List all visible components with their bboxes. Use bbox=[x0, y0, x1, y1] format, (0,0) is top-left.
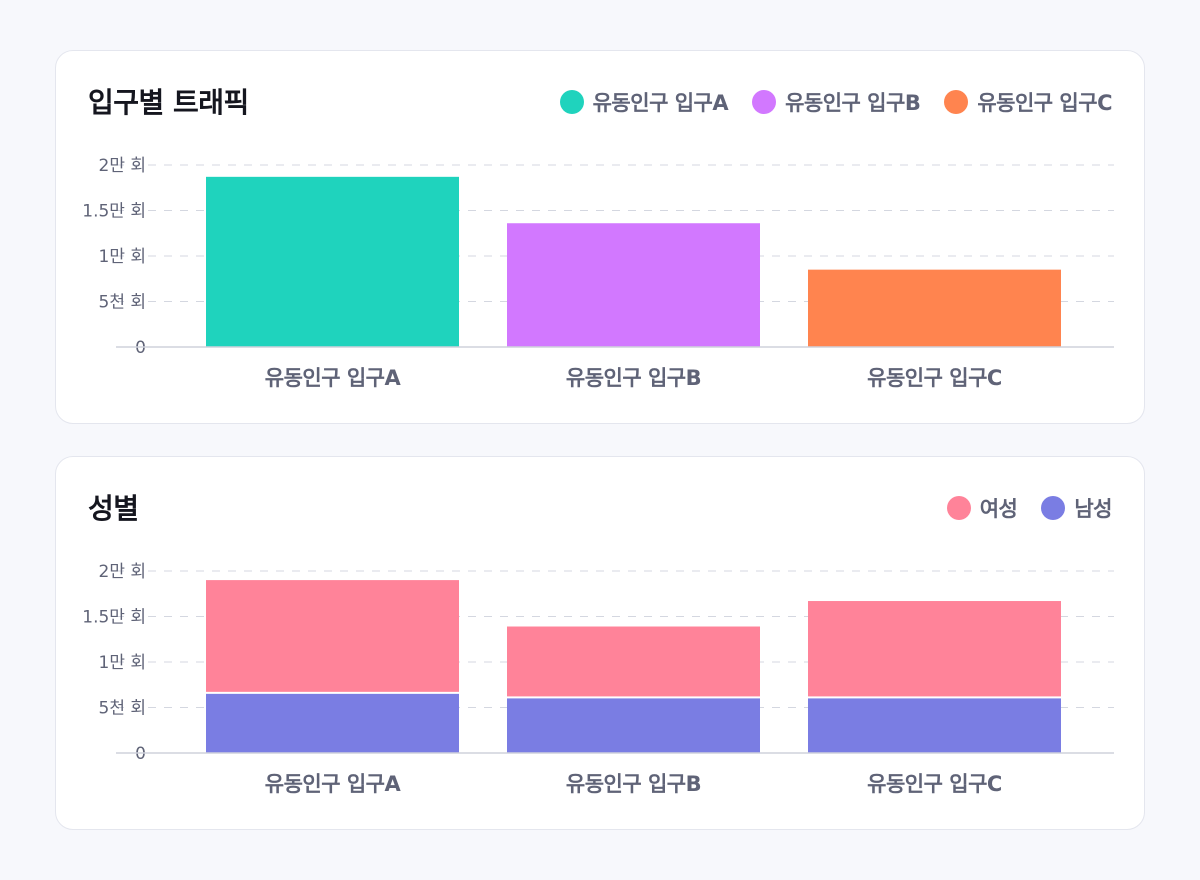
gender-x-category-label: 유동인구 입구C bbox=[867, 772, 1002, 796]
traffic-y-tick-label: 0 bbox=[135, 338, 146, 358]
legend-label-male: 남성 bbox=[1074, 497, 1112, 521]
gender-bar-1-2 bbox=[206, 580, 459, 692]
legend-label-entrance-c: 유동인구 입구C bbox=[977, 91, 1112, 115]
legend-label-female: 여성 bbox=[979, 497, 1018, 521]
legend-item-entrance-c[interactable]: 유동인구 입구C bbox=[944, 87, 1112, 117]
legend-label-entrance-a: 유동인구 입구A bbox=[592, 91, 729, 115]
gender-y-tick-label: 0 bbox=[135, 744, 146, 764]
legend-dot-entrance-b bbox=[752, 90, 777, 114]
traffic-y-tick-label: 1.5만 회 bbox=[82, 202, 146, 222]
legend-item-female[interactable]: 여성 bbox=[946, 493, 1018, 523]
gender-bar-3-1 bbox=[808, 698, 1061, 753]
traffic-y-tick-label: 1만 회 bbox=[99, 247, 147, 267]
legend-dot-male bbox=[1041, 496, 1066, 520]
traffic-bar-1-1 bbox=[206, 176, 459, 347]
gender-y-tick-label: 1.5만 회 bbox=[82, 608, 146, 628]
gender-bar-2-1 bbox=[507, 698, 760, 753]
gender-x-category-label: 유동인구 입구B bbox=[566, 772, 701, 796]
gender-legend: 여성 남성 bbox=[946, 493, 1112, 523]
traffic-x-category-label: 유동인구 입구A bbox=[265, 366, 402, 390]
legend-dot-entrance-c bbox=[944, 90, 969, 114]
gender-y-tick-label: 2만 회 bbox=[99, 562, 147, 582]
gender-chart-title: 성별 bbox=[88, 492, 139, 525]
traffic-y-tick-label: 2만 회 bbox=[99, 156, 147, 176]
traffic-legend: 유동인구 입구A 유동인구 입구B 유동인구 입구C bbox=[559, 87, 1112, 117]
traffic-x-category-label: 유동인구 입구C bbox=[867, 366, 1002, 390]
gender-bar-1-1 bbox=[206, 693, 459, 753]
gender-x-category-label: 유동인구 입구A bbox=[265, 772, 402, 796]
traffic-by-entrance-card: 입구별 트래픽 유동인구 입구A 유동인구 입구B 유동인구 입구C 0 5천 회… bbox=[55, 50, 1145, 424]
traffic-chart-title: 입구별 트래픽 bbox=[88, 86, 249, 119]
legend-item-entrance-a[interactable]: 유동인구 입구A bbox=[559, 87, 729, 117]
legend-item-entrance-b[interactable]: 유동인구 입구B bbox=[752, 87, 921, 117]
traffic-x-category-label: 유동인구 입구B bbox=[566, 366, 701, 390]
traffic-bar-2-2 bbox=[507, 223, 760, 347]
legend-label-entrance-b: 유동인구 입구B bbox=[785, 91, 921, 115]
gender-y-tick-label: 5천 회 bbox=[99, 699, 147, 719]
traffic-bar-3-3 bbox=[808, 269, 1061, 347]
legend-item-male[interactable]: 남성 bbox=[1041, 493, 1112, 523]
gender-y-tick-label: 1만 회 bbox=[99, 653, 147, 673]
gender-bar-3-2 bbox=[808, 601, 1061, 697]
legend-dot-entrance-a bbox=[559, 90, 584, 114]
gender-bar-2-2 bbox=[507, 626, 760, 697]
legend-dot-female bbox=[946, 496, 971, 520]
traffic-y-tick-label: 5천 회 bbox=[99, 293, 147, 313]
